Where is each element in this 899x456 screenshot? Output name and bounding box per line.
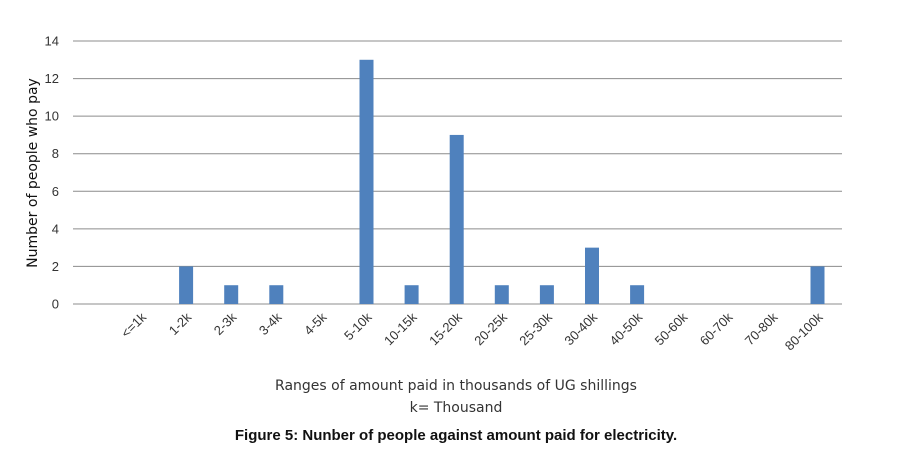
bar-25-30k [539,285,554,304]
bar-30-40k [585,247,599,304]
y-tick-label: 12 [45,71,59,86]
bar-3-4k [269,285,284,304]
bars [179,59,825,305]
category-label: 2-3k [211,309,240,338]
category-label: 30-40k [561,309,600,348]
category-label: 15-20k [426,309,465,348]
figure-caption: Figure 5: Nunber of people against amoun… [235,427,677,444]
category-label: 80-100k [782,309,826,353]
category-label: <=1k [118,309,149,340]
category-label: 70-80k [742,309,781,348]
category-label: 1-2k [166,309,195,338]
category-label: 10-15k [381,309,420,348]
category-label: 20-25k [471,309,510,348]
y-tick-label: 0 [52,297,59,312]
x-axis-label: Ranges of amount paid in thousands of UG… [275,378,637,394]
category-label: 3-4k [256,309,285,338]
bar-1-2k [179,266,194,304]
x-axis-note: k= Thousand [410,400,503,416]
category-labels: <=1k 1-2k 2-3k 3-4k 4-5k 5-10k 10-15k 15-20k 20-… [118,309,826,353]
y-tick-labels: 0 2 4 6 8 10 12 14 [45,34,59,312]
bar-5-10k [359,59,374,305]
category-label: 4-5k [301,309,330,338]
category-label: 5-10k [341,309,375,343]
bar-40-50k [630,285,645,304]
bar-15-20k [449,134,464,304]
category-label: 40-50k [607,309,646,348]
bar-80-100k [810,266,825,304]
y-axis-label: Number of people who pay [25,78,41,268]
y-tick-label: 14 [45,34,59,49]
y-tick-label: 2 [52,259,59,274]
y-tick-label: 4 [52,221,59,236]
bar-10-15k [404,285,419,304]
y-tick-label: 6 [52,184,59,199]
bar-20-25k [494,285,509,304]
category-label: 60-70k [697,309,736,348]
y-tick-label: 10 [45,109,59,124]
category-label: 25-30k [516,309,555,348]
category-label: 50-60k [652,309,691,348]
y-tick-label: 8 [52,146,59,161]
bar-2-3k [224,285,239,304]
